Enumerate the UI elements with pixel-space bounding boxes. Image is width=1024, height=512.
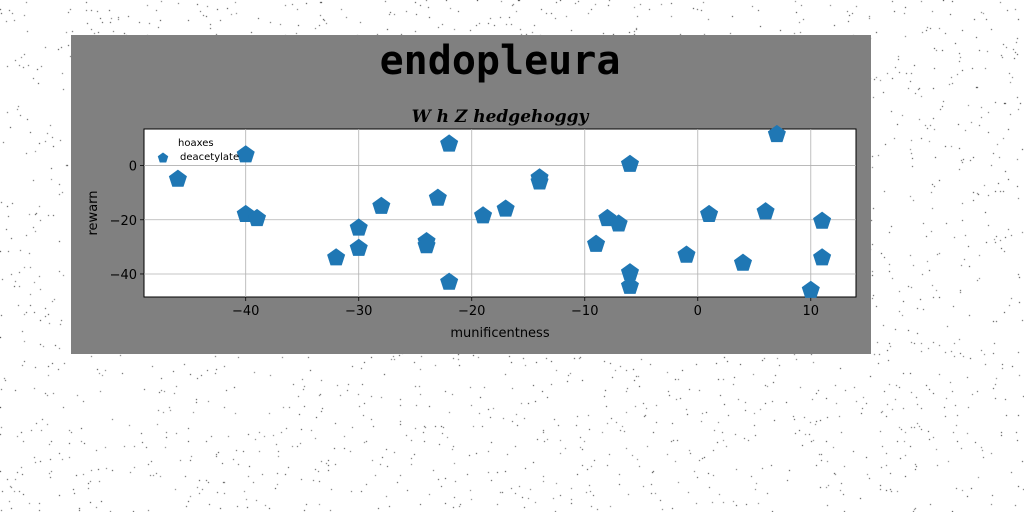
data-point bbox=[813, 211, 832, 229]
data-point bbox=[247, 208, 267, 227]
x-axis-label: munificentness bbox=[450, 326, 549, 341]
data-point bbox=[474, 206, 493, 224]
x-tick-label: 10 bbox=[803, 304, 820, 319]
x-tick-label: −30 bbox=[345, 304, 372, 319]
figure-suptitle: endopleura bbox=[379, 38, 621, 84]
x-tick-label: −10 bbox=[571, 304, 598, 319]
data-point bbox=[677, 245, 696, 263]
x-tick-label: 0 bbox=[694, 304, 702, 319]
x-tick-label: −40 bbox=[232, 304, 259, 319]
data-point bbox=[756, 202, 775, 220]
legend-label-deacetylate: deacetylate bbox=[180, 152, 239, 163]
data-point bbox=[587, 234, 606, 252]
data-point bbox=[700, 204, 719, 223]
data-point bbox=[417, 236, 436, 254]
y-tick-label: −40 bbox=[110, 268, 137, 283]
data-point bbox=[236, 145, 255, 163]
y-axis-label: rewarn bbox=[86, 190, 101, 235]
data-point bbox=[440, 134, 459, 152]
data-point bbox=[372, 196, 391, 214]
data-point bbox=[349, 238, 368, 256]
data-point bbox=[813, 248, 832, 266]
data-point bbox=[496, 199, 515, 217]
legend-marker-hoaxes bbox=[157, 152, 169, 163]
legend: hoaxes deacetylate bbox=[157, 138, 239, 163]
data-point bbox=[349, 218, 368, 236]
data-point bbox=[733, 253, 753, 271]
data-point bbox=[609, 214, 628, 232]
data-point bbox=[168, 169, 187, 187]
data-point bbox=[327, 248, 346, 266]
data-point bbox=[620, 276, 639, 294]
x-tick-label: −20 bbox=[458, 304, 485, 319]
data-point bbox=[530, 172, 549, 190]
data-points bbox=[168, 124, 832, 298]
data-point bbox=[801, 280, 820, 298]
data-point bbox=[428, 188, 447, 206]
data-point bbox=[620, 263, 639, 281]
y-tick-label: 0 bbox=[129, 160, 137, 175]
legend-label-hoaxes: hoaxes bbox=[178, 138, 214, 149]
data-point bbox=[440, 272, 459, 290]
data-point bbox=[767, 124, 786, 143]
axis-ticks: −40 −30 −20 −10 0 10 0 −20 −40 bbox=[110, 160, 820, 319]
y-tick-label: −20 bbox=[110, 214, 137, 229]
chart-title: W h Z hedgehoggy bbox=[412, 107, 590, 127]
data-point bbox=[620, 154, 639, 172]
